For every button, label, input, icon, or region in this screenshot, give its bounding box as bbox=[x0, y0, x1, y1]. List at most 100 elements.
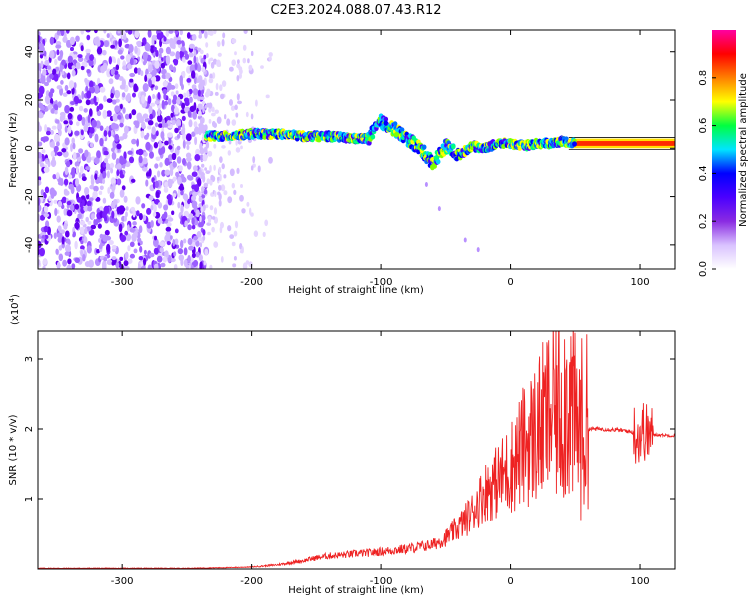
noise-speck bbox=[268, 56, 272, 61]
noise-speck bbox=[163, 186, 169, 193]
noise-speck bbox=[229, 99, 233, 106]
noise-speck bbox=[223, 174, 227, 179]
noise-speck bbox=[243, 30, 248, 34]
track-point bbox=[572, 141, 577, 147]
noise-speck bbox=[193, 121, 198, 128]
noise-speck bbox=[146, 73, 152, 79]
noise-speck bbox=[74, 161, 80, 168]
signal-track bbox=[204, 113, 675, 253]
noise-speck bbox=[142, 113, 149, 119]
noise-speck bbox=[213, 30, 217, 35]
noise-speck bbox=[185, 140, 191, 145]
noise-speck bbox=[146, 207, 152, 215]
colorbar: 0.0 0.2 0.4 0.6 0.8 Normalized spectral ampl… bbox=[698, 30, 749, 277]
noise-speck bbox=[252, 156, 256, 164]
noise-speck bbox=[173, 251, 177, 257]
noise-speck bbox=[111, 244, 117, 250]
x-tick-label: 100 bbox=[630, 576, 649, 587]
noise-speck bbox=[81, 90, 85, 100]
noise-speck bbox=[169, 64, 174, 71]
noise-speck bbox=[139, 246, 143, 253]
noise-speck bbox=[85, 85, 89, 92]
noise-speck bbox=[134, 30, 140, 39]
noise-speck bbox=[209, 165, 212, 173]
noise-speck bbox=[182, 133, 187, 141]
noise-speck bbox=[211, 106, 215, 113]
noise-speck bbox=[206, 53, 209, 58]
noise-speck bbox=[138, 155, 143, 164]
noise-speck bbox=[38, 156, 42, 164]
noise-speck bbox=[253, 230, 259, 237]
noise-speck bbox=[85, 48, 91, 54]
noise-speck bbox=[194, 62, 198, 70]
noise-speck bbox=[86, 155, 92, 163]
noise-speck bbox=[98, 238, 102, 243]
noise-speck bbox=[179, 183, 184, 190]
noise-speck bbox=[69, 204, 75, 212]
noise-speck bbox=[95, 40, 101, 47]
noise-speck bbox=[84, 187, 90, 196]
noise-speck bbox=[74, 130, 80, 136]
noise-speck bbox=[180, 128, 186, 135]
noise-speck bbox=[240, 145, 243, 150]
noise-speck bbox=[55, 248, 59, 255]
noise-speck bbox=[171, 104, 175, 113]
noise-speck bbox=[52, 174, 57, 180]
noise-speck bbox=[163, 93, 167, 100]
noise-speck bbox=[77, 114, 83, 122]
noise-speck bbox=[224, 114, 227, 120]
noise-speck bbox=[172, 43, 176, 50]
noise-speck bbox=[142, 51, 148, 61]
noise-speck bbox=[42, 258, 48, 265]
noise-speck bbox=[102, 109, 108, 119]
noise-speck bbox=[116, 206, 121, 215]
noise-speck bbox=[191, 252, 196, 259]
noise-speck bbox=[42, 154, 45, 162]
colorbar-ticks: 0.0 0.2 0.4 0.6 0.8 bbox=[698, 70, 716, 277]
noise-speck bbox=[166, 222, 172, 227]
snr-frame bbox=[37, 330, 676, 570]
noise-speck bbox=[103, 257, 108, 262]
snr-line bbox=[38, 331, 675, 569]
noise-speck bbox=[119, 170, 123, 176]
noise-speck bbox=[138, 256, 144, 261]
noise-speck bbox=[61, 196, 67, 204]
noise-speck bbox=[227, 196, 233, 204]
noise-speck bbox=[53, 73, 59, 82]
noise-speck bbox=[67, 55, 73, 63]
noise-speck bbox=[219, 156, 223, 164]
noise-speck bbox=[198, 169, 202, 174]
noise-speck bbox=[63, 208, 67, 216]
noise-speck bbox=[208, 119, 212, 124]
noise-speck bbox=[38, 102, 44, 109]
spectrogram-y-label: Frequency (Hz) bbox=[8, 112, 19, 188]
noise-speck bbox=[85, 54, 91, 61]
noise-speck bbox=[227, 225, 232, 232]
noise-speck bbox=[234, 220, 239, 229]
noise-speck bbox=[120, 55, 125, 60]
noise-speck bbox=[195, 251, 200, 258]
noise-speck bbox=[56, 215, 61, 223]
noise-speck bbox=[118, 136, 125, 141]
noise-speck bbox=[91, 119, 97, 128]
noise-speck bbox=[128, 156, 135, 164]
noise-speck bbox=[116, 163, 122, 170]
noise-speck bbox=[64, 137, 70, 146]
noise-speck bbox=[56, 49, 60, 56]
noise-speck bbox=[150, 220, 154, 228]
noise-speck bbox=[129, 227, 136, 233]
noise-speck bbox=[179, 75, 183, 84]
noise-speck bbox=[98, 244, 103, 249]
noise-speck bbox=[117, 49, 123, 55]
noise-speck bbox=[229, 66, 234, 72]
noise-speck bbox=[255, 99, 258, 107]
noise-speck bbox=[118, 38, 122, 48]
noise-speck bbox=[54, 58, 58, 66]
noise-speck bbox=[76, 196, 82, 203]
noise-speck bbox=[221, 145, 226, 149]
noise-speck bbox=[136, 40, 142, 48]
noise-speck bbox=[153, 263, 159, 269]
noise-speck bbox=[127, 245, 131, 252]
noise-speck bbox=[250, 165, 254, 171]
